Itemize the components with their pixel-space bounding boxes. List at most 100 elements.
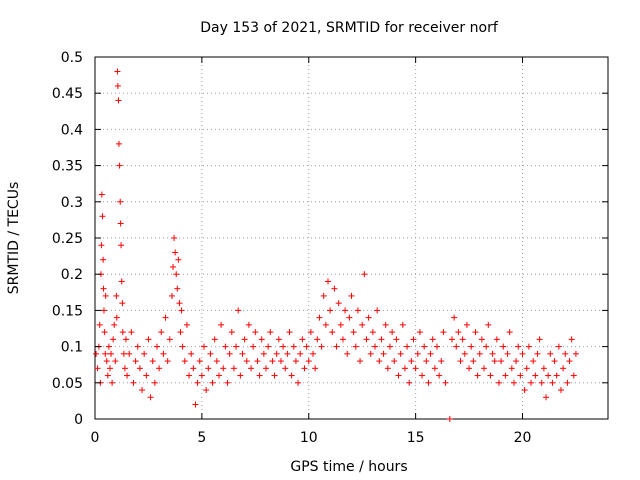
data-point (434, 343, 440, 350)
data-point (101, 329, 108, 336)
data-point (342, 307, 349, 314)
data-point (243, 358, 250, 365)
data-point (290, 343, 297, 350)
data-point (256, 372, 263, 379)
data-point (275, 336, 282, 343)
x-tick-label: 20 (514, 430, 532, 446)
data-point (220, 365, 227, 372)
data-point (504, 350, 511, 357)
data-point (126, 350, 133, 357)
data-point (177, 329, 184, 336)
data-point (295, 379, 302, 386)
data-point (192, 401, 199, 408)
data-point (339, 336, 346, 343)
data-point (250, 343, 257, 350)
data-point (280, 343, 287, 350)
data-point (147, 394, 154, 401)
data-point (190, 365, 197, 372)
data-point (562, 350, 569, 357)
data-point (534, 350, 541, 357)
data-point (117, 198, 124, 205)
data-point (389, 329, 396, 336)
data-point (269, 358, 276, 365)
data-point (519, 350, 526, 357)
grid-lines (94, 56, 608, 420)
data-point (201, 343, 208, 350)
data-point (211, 336, 218, 343)
data-point (198, 372, 205, 379)
data-point (510, 379, 517, 386)
data-point (284, 350, 291, 357)
data-point (173, 271, 180, 278)
data-point (172, 249, 179, 256)
x-tick-label: 10 (300, 430, 318, 446)
data-point (502, 372, 509, 379)
data-point (277, 358, 284, 365)
data-point (463, 321, 470, 328)
data-point (305, 358, 312, 365)
data-point (237, 372, 244, 379)
data-point (149, 358, 156, 365)
data-point (384, 365, 391, 372)
data-point (252, 329, 259, 336)
data-point (485, 321, 492, 328)
data-point (115, 140, 122, 147)
data-point (104, 372, 111, 379)
y-tick-label: 0.2 (61, 267, 83, 283)
data-point (156, 365, 163, 372)
data-point (282, 365, 289, 372)
data-point (307, 329, 314, 336)
data-point (134, 343, 141, 350)
data-point (111, 321, 118, 328)
data-point (393, 336, 400, 343)
data-point (354, 307, 361, 314)
data-point (564, 379, 571, 386)
data-point (372, 343, 379, 350)
data-point (528, 379, 535, 386)
y-tick-label: 0.4 (61, 122, 83, 138)
data-point (429, 336, 436, 343)
data-point (145, 336, 152, 343)
data-point (350, 329, 357, 336)
data-point (513, 358, 520, 365)
data-point (570, 372, 577, 379)
data-point (113, 314, 120, 321)
data-point (213, 358, 220, 365)
data-point (521, 387, 528, 394)
data-point (414, 350, 421, 357)
data-point (386, 343, 393, 350)
data-point (474, 372, 481, 379)
data-point (346, 314, 353, 321)
chart-title: Day 153 of 2021, SRMTID for receiver nor… (200, 20, 499, 36)
data-point (194, 379, 201, 386)
x-tick-label: 15 (407, 430, 425, 446)
data-point (543, 394, 550, 401)
data-point (286, 329, 293, 336)
data-point (141, 350, 148, 357)
data-point (399, 321, 406, 328)
data-point (476, 350, 483, 357)
data-point (478, 336, 485, 343)
data-point (168, 292, 175, 299)
data-point (105, 343, 112, 350)
data-point (468, 343, 475, 350)
data-point (93, 350, 100, 357)
data-point (209, 379, 216, 386)
data-point (271, 372, 278, 379)
data-point (188, 350, 195, 357)
data-point (158, 329, 165, 336)
data-point (357, 358, 364, 365)
data-point (572, 350, 579, 357)
data-point (442, 379, 449, 386)
x-axis-label: GPS time / hours (290, 459, 407, 475)
data-point (506, 329, 513, 336)
data-point (335, 300, 342, 307)
data-point (139, 387, 146, 394)
data-point (455, 329, 462, 336)
x-tick-label: 0 (91, 430, 100, 446)
data-point (391, 358, 398, 365)
data-point (337, 321, 344, 328)
data-point (322, 321, 329, 328)
data-point (160, 350, 167, 357)
data-point (333, 343, 340, 350)
